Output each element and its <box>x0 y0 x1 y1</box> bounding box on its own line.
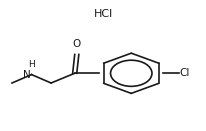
Text: N: N <box>23 70 30 80</box>
Text: H: H <box>28 60 35 69</box>
Text: HCl: HCl <box>94 9 112 19</box>
Text: O: O <box>72 39 81 49</box>
Text: Cl: Cl <box>179 68 189 78</box>
